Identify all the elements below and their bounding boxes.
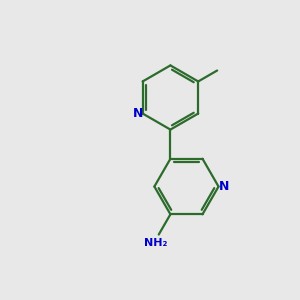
Text: NH₂: NH₂: [144, 238, 167, 248]
Text: N: N: [219, 180, 229, 193]
Text: N: N: [133, 107, 143, 120]
